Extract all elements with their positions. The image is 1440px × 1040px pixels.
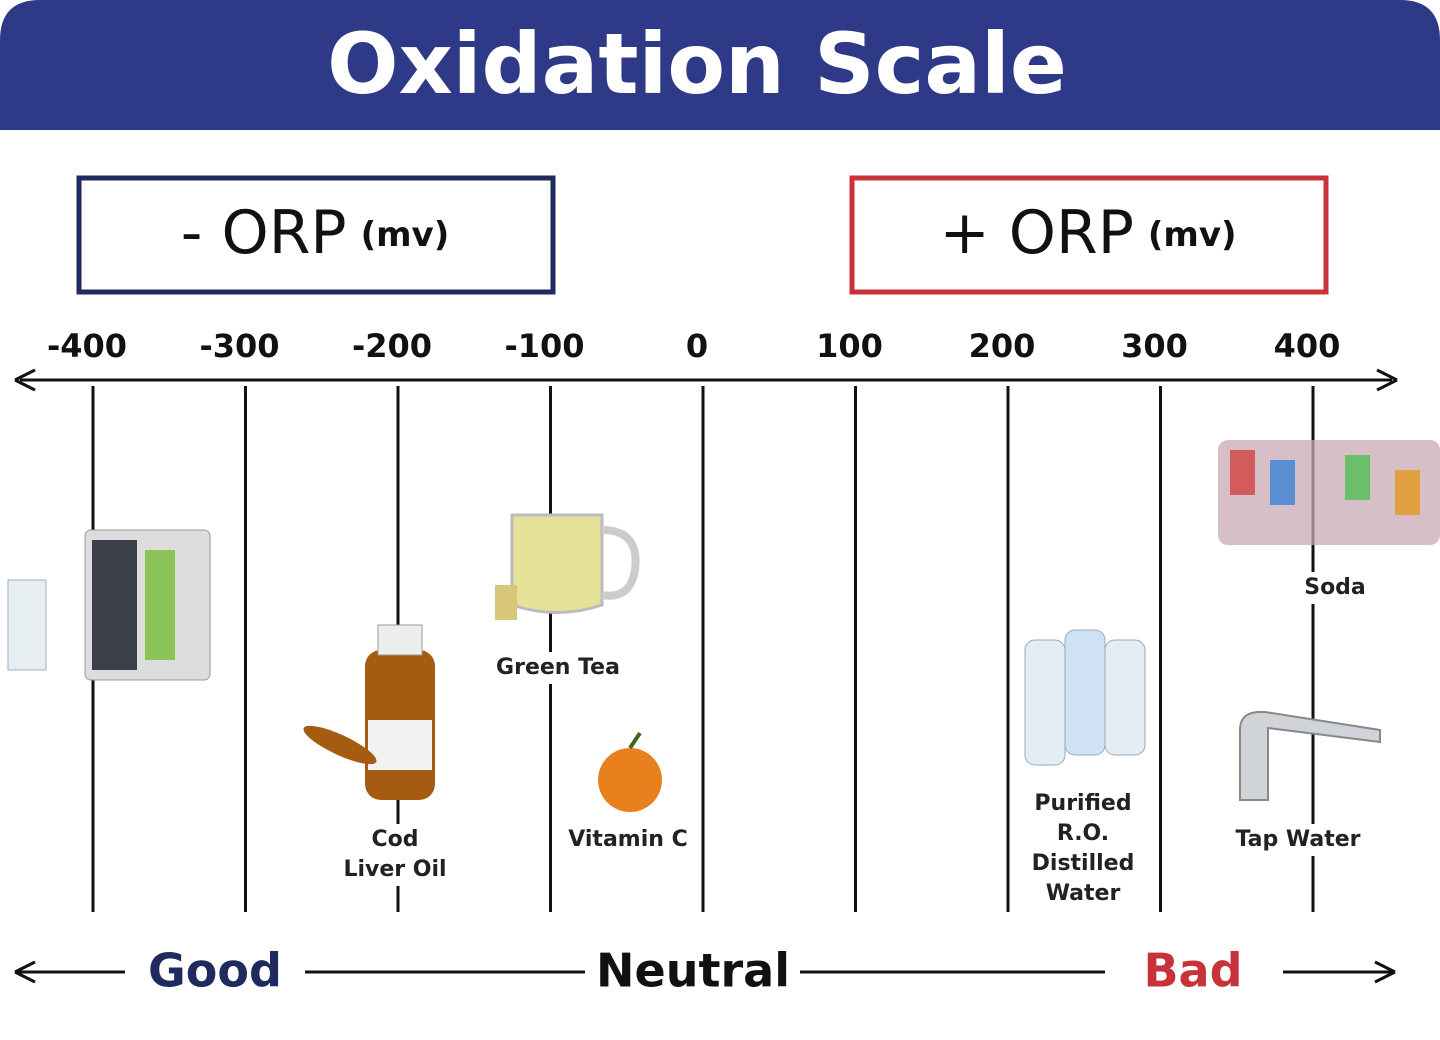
unit: (mv) — [1148, 215, 1237, 255]
mug-handle — [601, 526, 640, 600]
water-bottle-3 — [1104, 639, 1146, 756]
ionizer-panel — [92, 540, 137, 670]
ionizer-display — [145, 550, 175, 660]
good-label: Good — [148, 944, 282, 998]
item-labels: Soda Tap Water Purified R.O. Distilled Water V… — [330, 572, 1367, 910]
title: Oxidation Scale — [327, 15, 1067, 113]
item-label: Green Tea — [496, 655, 620, 680]
item-label: R.O. — [1057, 821, 1109, 846]
spoon-icon — [303, 725, 377, 765]
label-bg — [1233, 824, 1363, 856]
item-label: Soda — [1304, 575, 1366, 600]
footer: Good Neutral Bad — [14, 944, 1396, 998]
label-bg — [493, 652, 623, 684]
unit: (mv) — [361, 215, 450, 255]
negative-box — [76, 175, 556, 295]
neutral-label: Neutral — [596, 944, 790, 998]
bottle-cap — [377, 624, 423, 656]
faucet-icon — [1239, 710, 1381, 801]
item-label: Cod — [371, 827, 418, 852]
glass-icon — [7, 579, 47, 671]
label-bg — [563, 824, 693, 856]
item-label: Vitamin C — [568, 827, 687, 852]
positive-box — [849, 175, 1329, 295]
can — [1230, 450, 1255, 495]
orange-stem — [628, 731, 642, 750]
tick-label: 300 — [1121, 327, 1188, 365]
item-label: Tap Water — [1235, 827, 1360, 852]
can — [1395, 470, 1420, 515]
item-label: Purified — [1034, 791, 1131, 816]
item-label: Liver Oil — [343, 857, 446, 882]
tick-label: -200 — [352, 327, 432, 365]
tick-label: -100 — [504, 327, 584, 365]
tick-label: 100 — [816, 327, 883, 365]
scale: -400 -300 -200 -100 0 100 200 300 400 — [14, 327, 1398, 912]
negative-label: - ORP (mv) — [181, 198, 450, 268]
bottle-label — [368, 720, 432, 770]
orange-icon — [598, 748, 662, 812]
label-bg — [1018, 788, 1148, 910]
can — [1270, 460, 1295, 505]
right-arrow — [1283, 960, 1396, 984]
can — [1345, 455, 1370, 500]
left-arrow — [14, 960, 125, 984]
bad-label: Bad — [1143, 944, 1242, 998]
icons — [7, 440, 1440, 812]
cans-icon — [1218, 440, 1440, 545]
tick-label: 200 — [969, 327, 1036, 365]
mug-icon — [510, 513, 604, 614]
water-bottle-2 — [1064, 629, 1106, 756]
tick-label: -400 — [47, 327, 127, 365]
sign: - ORP — [181, 198, 347, 268]
tick-label: 400 — [1274, 327, 1341, 365]
positive-label: + ORP (mv) — [939, 198, 1236, 268]
tick-label: 0 — [686, 327, 708, 365]
label-bg — [330, 824, 460, 886]
label-bg — [1303, 572, 1367, 604]
header-band — [0, 0, 1440, 130]
item-label: Distilled — [1032, 851, 1135, 876]
axis-arrows — [14, 368, 1398, 392]
tea-bag — [495, 585, 517, 620]
sign: + ORP — [939, 198, 1133, 268]
water-bottle-1 — [1024, 639, 1066, 766]
tick-label: -300 — [199, 327, 279, 365]
item-label: Water — [1046, 881, 1121, 906]
